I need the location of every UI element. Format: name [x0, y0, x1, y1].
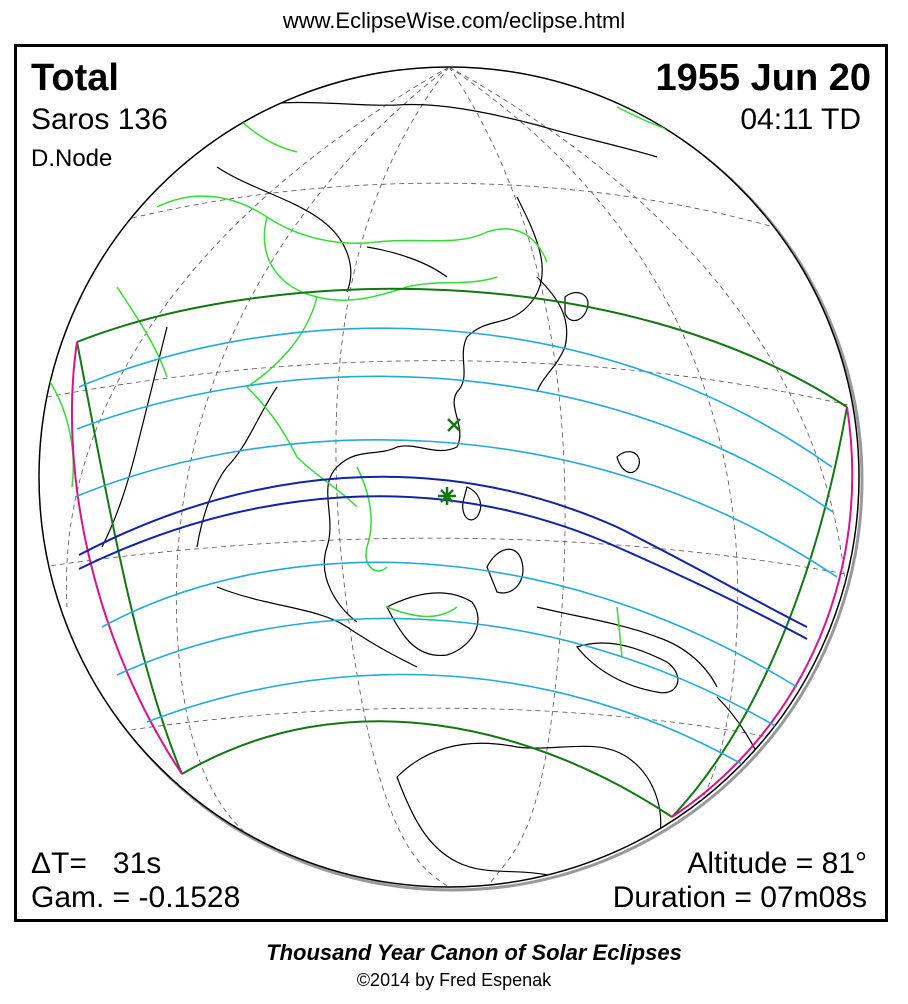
rise-set-curves: [70, 341, 854, 818]
saros-number: Saros 136: [31, 103, 168, 136]
partial-eclipse-lines: [74, 327, 838, 768]
coastlines: [101, 101, 768, 882]
source-url: www.EclipseWise.com/eclipse.html: [282, 8, 626, 33]
central-path: [78, 475, 808, 640]
node-label: D.Node: [31, 145, 113, 172]
delta-t-label: ΔT=: [31, 847, 87, 880]
graticule: [41, 67, 859, 887]
gamma-value: Gam. = -0.1528: [31, 881, 241, 914]
greatest-duration-x-mark-icon: [447, 418, 461, 432]
totality-duration: Duration = 07m08s: [612, 881, 867, 914]
canon-title: Thousand Year Canon of Solar Eclipses: [266, 940, 682, 965]
copyright: ©2014 by Fred Espenak: [356, 970, 552, 990]
eclipse-map-frame: Total Saros 136 D.Node 1955 Jun 20 04:11…: [14, 44, 888, 922]
sun-altitude: Altitude = 81°: [687, 847, 867, 880]
eclipse-time: 04:11 TD: [740, 103, 861, 136]
eclipse-type: Total: [31, 57, 119, 99]
national-borders: [46, 106, 678, 658]
eclipse-date: 1955 Jun 20: [655, 57, 871, 99]
eclipse-map: [38, 66, 864, 892]
delta-t: ΔT= 31s: [31, 847, 161, 881]
penumbral-limits: [76, 287, 848, 818]
greatest-eclipse-asterisk-icon: [438, 487, 456, 505]
delta-t-value: 31s: [112, 847, 162, 880]
